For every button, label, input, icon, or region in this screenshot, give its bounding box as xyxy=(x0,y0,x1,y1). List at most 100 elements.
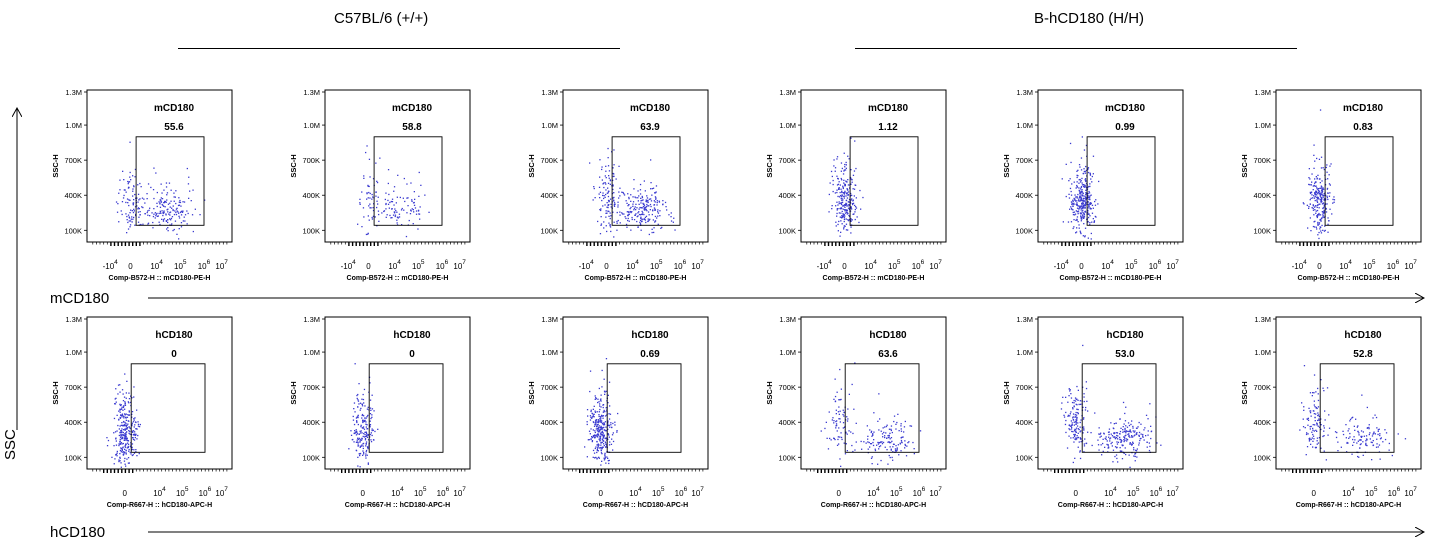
data-point xyxy=(657,215,659,217)
gate-percentage: 0.99 xyxy=(1115,122,1135,133)
data-point xyxy=(125,419,127,421)
data-point xyxy=(395,202,397,204)
data-point xyxy=(834,170,836,172)
data-point xyxy=(594,422,597,424)
data-point xyxy=(612,188,614,191)
data-point xyxy=(1314,191,1316,194)
data-point xyxy=(137,221,140,223)
data-point xyxy=(596,451,598,454)
data-point xyxy=(1087,192,1089,195)
data-point xyxy=(1120,441,1122,443)
data-point xyxy=(419,206,421,208)
data-point xyxy=(387,203,390,205)
data-point xyxy=(1078,224,1080,226)
data-point xyxy=(1326,196,1328,199)
data-point xyxy=(599,430,601,432)
data-point xyxy=(1309,192,1312,195)
data-point xyxy=(607,182,610,184)
data-point xyxy=(352,419,355,421)
data-point xyxy=(183,216,185,218)
data-point xyxy=(839,191,841,194)
data-point xyxy=(362,454,364,456)
data-point xyxy=(670,216,672,218)
data-point xyxy=(1076,398,1078,400)
data-point xyxy=(118,444,120,447)
data-point xyxy=(1073,199,1076,201)
data-point xyxy=(170,200,172,202)
data-point xyxy=(1143,429,1145,431)
data-point xyxy=(843,197,845,199)
data-point xyxy=(603,457,605,459)
data-point xyxy=(119,409,121,411)
data-point xyxy=(122,446,124,448)
data-point xyxy=(617,201,619,203)
data-point xyxy=(1072,214,1075,216)
data-point xyxy=(365,449,368,452)
data-point xyxy=(1089,208,1091,210)
data-point xyxy=(369,399,372,401)
data-point xyxy=(602,406,604,409)
y-tick-label: 400K xyxy=(1015,191,1033,200)
data-point xyxy=(164,200,167,203)
data-point xyxy=(1388,442,1390,445)
data-point xyxy=(642,212,644,214)
data-point xyxy=(131,425,133,427)
data-point xyxy=(832,179,834,182)
data-point xyxy=(1081,199,1083,201)
data-point xyxy=(385,208,387,210)
data-point xyxy=(1316,437,1319,439)
data-point xyxy=(879,445,882,447)
data-point xyxy=(1072,227,1074,230)
data-point xyxy=(1366,406,1368,409)
data-point xyxy=(126,380,128,382)
data-point xyxy=(1095,199,1097,201)
data-point xyxy=(607,157,609,159)
data-point xyxy=(1134,455,1136,458)
data-point xyxy=(126,442,129,444)
data-point xyxy=(631,211,633,213)
data-point xyxy=(641,220,643,222)
data-point xyxy=(842,409,844,411)
data-point xyxy=(627,193,629,195)
data-point xyxy=(1087,237,1089,239)
data-point xyxy=(602,415,604,417)
data-point xyxy=(1312,207,1314,210)
data-point xyxy=(365,445,367,447)
data-point xyxy=(637,215,639,217)
data-point xyxy=(1077,210,1080,212)
data-point xyxy=(847,193,850,196)
data-point xyxy=(628,196,630,199)
data-point xyxy=(647,211,650,213)
data-point xyxy=(407,205,409,207)
data-point xyxy=(1082,386,1084,388)
data-point xyxy=(1317,198,1319,200)
data-point xyxy=(1081,205,1083,207)
data-point xyxy=(647,220,650,222)
data-point xyxy=(628,213,630,215)
data-point xyxy=(1368,424,1370,426)
data-point xyxy=(833,420,835,422)
data-point xyxy=(357,445,360,447)
data-point xyxy=(1084,184,1086,186)
data-point xyxy=(1313,400,1315,402)
data-point xyxy=(153,213,155,215)
data-point xyxy=(598,419,600,422)
data-point xyxy=(600,216,602,218)
y-tick-label: 400K xyxy=(1253,191,1271,200)
data-point xyxy=(1317,442,1320,444)
data-point xyxy=(844,206,846,208)
data-point xyxy=(841,190,843,192)
data-point xyxy=(1091,212,1094,214)
data-point xyxy=(629,208,631,210)
data-point xyxy=(1313,197,1316,199)
data-point xyxy=(845,167,847,169)
data-point xyxy=(604,455,606,457)
data-point xyxy=(124,438,126,440)
data-point xyxy=(1376,427,1378,429)
data-point xyxy=(124,403,126,405)
data-point xyxy=(900,430,903,432)
data-point xyxy=(1080,157,1083,159)
data-point xyxy=(881,441,883,443)
y-axis-label: SSC-H xyxy=(51,154,60,177)
data-point xyxy=(599,197,601,199)
